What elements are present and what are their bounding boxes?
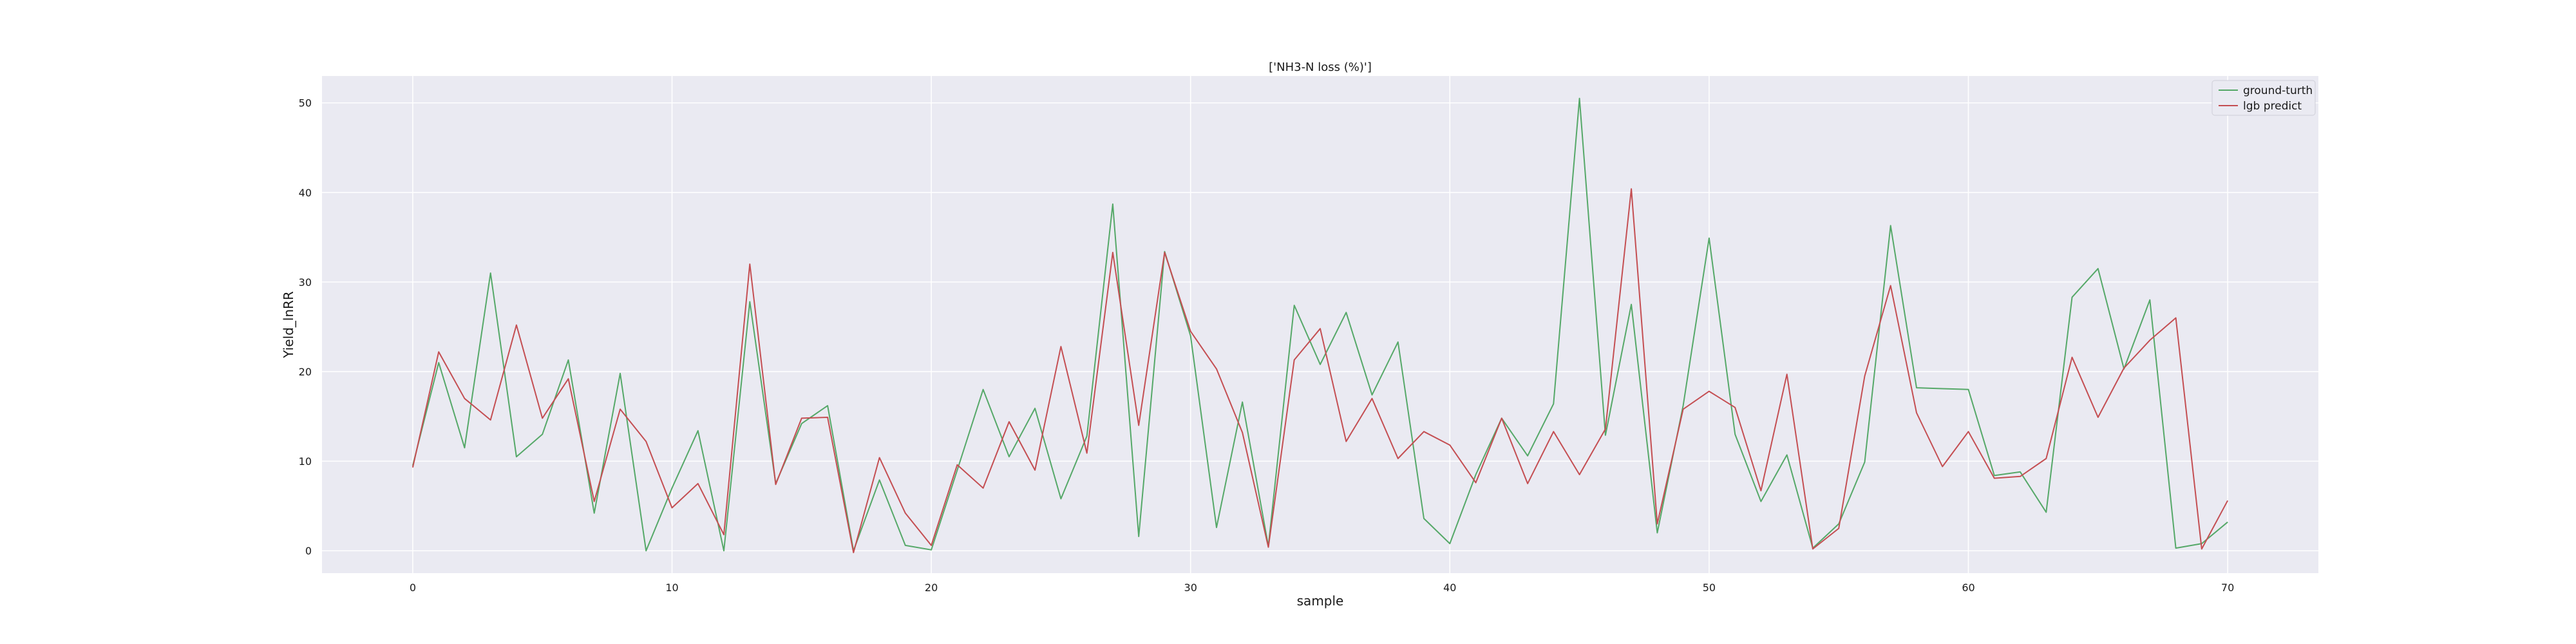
legend-label-lgb-predict: lgb predict: [2243, 100, 2302, 113]
y-tick-label: 20: [299, 366, 312, 378]
x-tick-label: 0: [410, 582, 416, 594]
y-tick-label: 10: [299, 455, 312, 468]
series-line-lgb-predict: [412, 188, 2228, 553]
x-tick-label: 10: [665, 582, 678, 594]
x-tick-label: 70: [2221, 582, 2234, 594]
y-tick-label: 0: [305, 545, 312, 557]
series-line-ground-turth: [412, 97, 2228, 552]
legend: ground-turth lgb predict: [2211, 80, 2316, 116]
plot-area: [322, 76, 2318, 573]
chart-title: ['NH3-N loss (%)']: [1269, 61, 1372, 74]
x-tick-label: 30: [1184, 582, 1197, 594]
tick-labels: 0 10 20 30 40 50 60 70 0 10 20 30 40 50: [299, 97, 2235, 594]
series-layer: [412, 97, 2228, 553]
y-tick-label: 50: [299, 97, 312, 109]
grid-lines: [322, 76, 2318, 573]
y-axis-label: Yield_lnRR: [281, 291, 296, 359]
x-tick-label: 40: [1443, 582, 1456, 594]
x-axis-label: sample: [1297, 593, 1344, 609]
x-tick-label: 60: [1962, 582, 1975, 594]
legend-label-ground-turth: ground-turth: [2243, 84, 2313, 97]
x-tick-label: 20: [925, 582, 938, 594]
y-tick-label: 30: [299, 276, 312, 289]
legend-box: [2211, 80, 2316, 116]
y-tick-label: 40: [299, 187, 312, 199]
x-tick-label: 50: [1703, 582, 1716, 594]
